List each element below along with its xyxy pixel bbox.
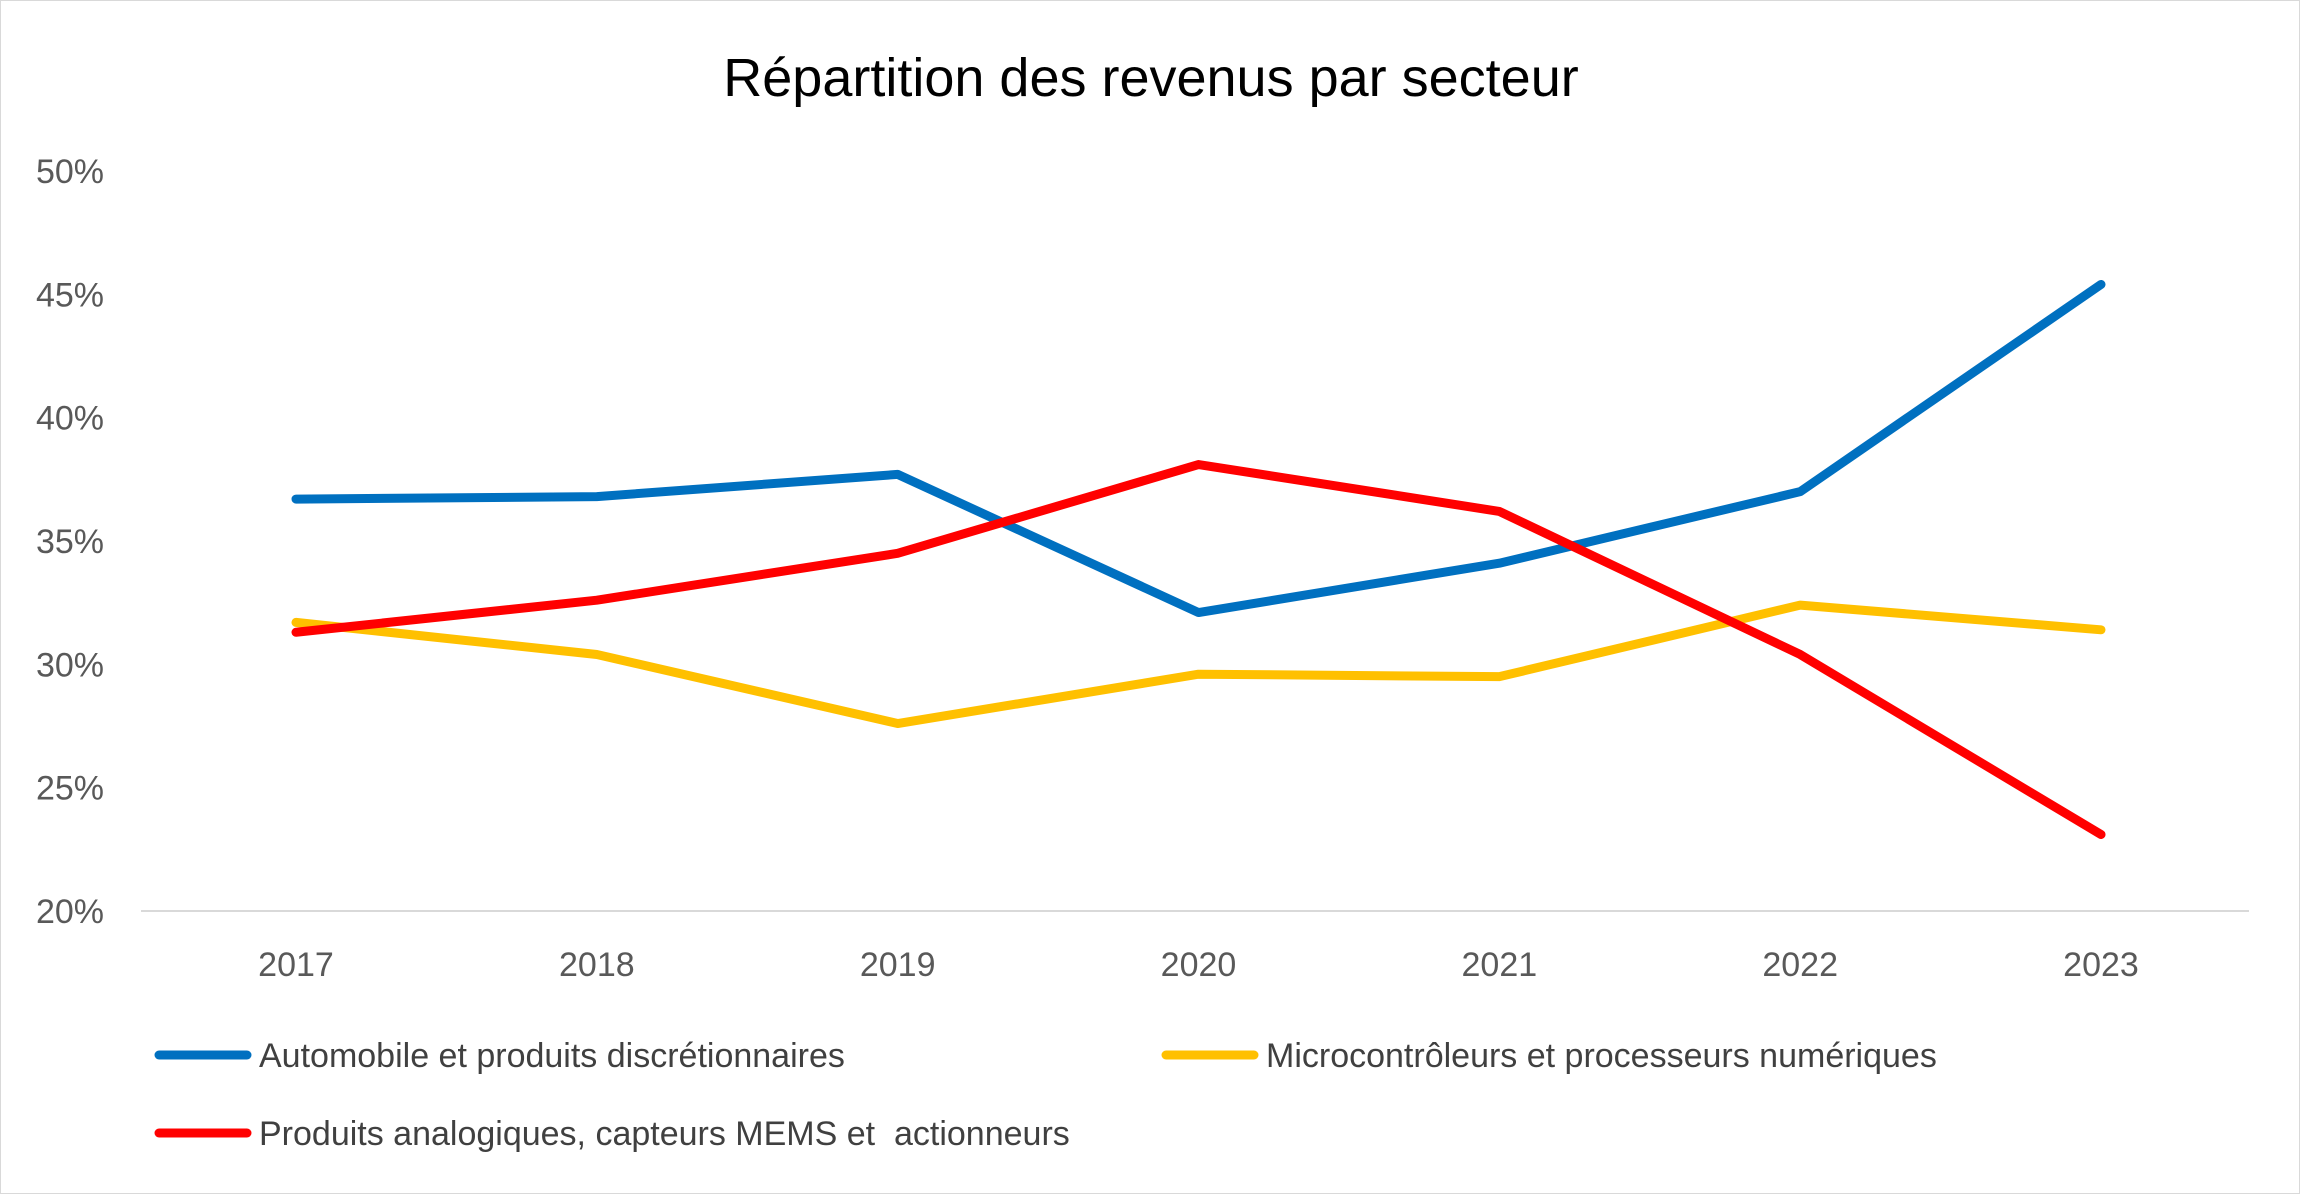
series-line-1 — [291, 279, 2106, 618]
legend-item: Produits analogiques, capteurs MEMS et a… — [154, 1115, 1070, 1153]
x-tick-label: 2017 — [258, 946, 334, 984]
chart-title: Répartition des revenus par secteur — [723, 48, 1578, 108]
x-tick-label: 2018 — [559, 946, 635, 984]
y-tick-label: 20% — [36, 893, 104, 931]
legend-item: Microcontrôleurs et processeurs numériqu… — [1161, 1037, 1937, 1075]
x-tick-label: 2022 — [1762, 946, 1838, 984]
x-tick-label: 2019 — [860, 946, 936, 984]
y-tick-label: 40% — [36, 400, 104, 438]
series-lines — [291, 279, 2106, 840]
y-axis: 50% 45% 40% 35% 30% 25% 20% — [36, 153, 104, 931]
legend-label: Produits analogiques, capteurs MEMS et a… — [259, 1115, 1070, 1153]
legend-label: Microcontrôleurs et processeurs numériqu… — [1266, 1037, 1937, 1075]
series-line-2 — [291, 600, 2106, 729]
series-line-3 — [291, 460, 2106, 840]
x-axis: 2017 2018 2019 2020 2021 2022 2023 — [258, 946, 2139, 984]
x-tick-label: 2020 — [1161, 946, 1237, 984]
legend-item: Automobile et produits discrétionnaires — [154, 1037, 845, 1075]
x-tick-label: 2023 — [2063, 946, 2139, 984]
y-tick-label: 50% — [36, 153, 104, 191]
legend: Automobile et produits discrétionnaires M… — [154, 1037, 1937, 1153]
y-tick-label: 45% — [36, 276, 104, 314]
y-tick-label: 35% — [36, 523, 104, 561]
legend-label: Automobile et produits discrétionnaires — [259, 1037, 845, 1075]
x-tick-label: 2021 — [1462, 946, 1538, 984]
y-tick-label: 30% — [36, 646, 104, 684]
y-tick-label: 25% — [36, 770, 104, 808]
